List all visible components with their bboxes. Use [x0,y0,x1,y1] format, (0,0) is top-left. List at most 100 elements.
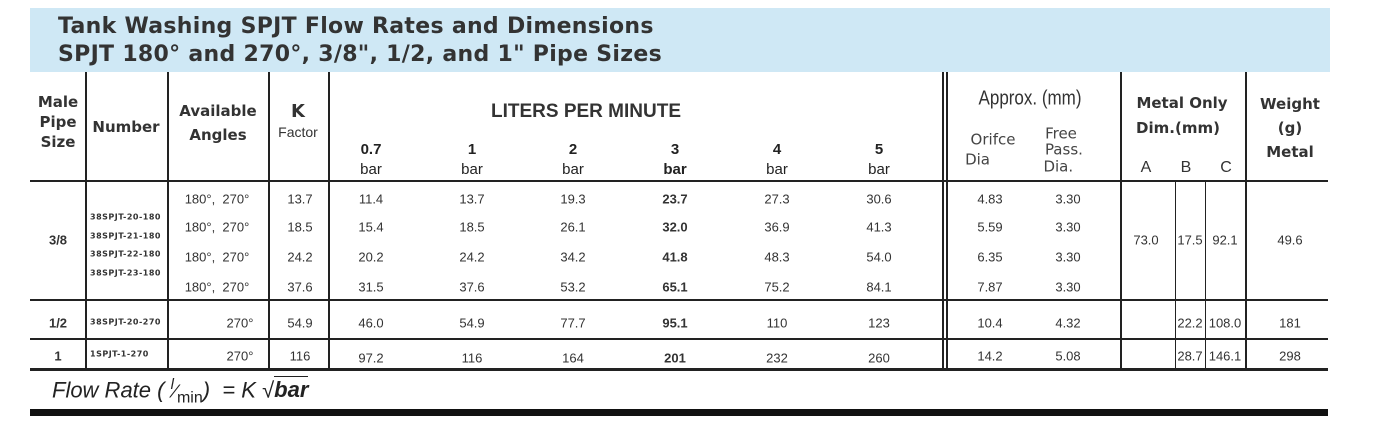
dim-b-cell: 28.7 [1177,348,1203,364]
weight-cell: 49.6 [1277,232,1303,248]
formula-var: bar [274,376,309,403]
column-divider [1120,72,1122,369]
lpm-cell: 32.0 [662,219,688,235]
title-line-1: Tank Washing SPJT Flow Rates and Dimensi… [58,14,654,39]
header-angles: Available [179,102,257,120]
header-pressure: 5 [874,141,884,158]
column-divider [1245,72,1247,369]
header-divider [30,180,1328,182]
lpm-cell: 164 [562,350,584,366]
header-dim: A [1140,159,1152,176]
part-number-cell: 38SPJT-23-180 [90,268,161,278]
header-pipe-size: Pipe [39,113,77,131]
lpm-cell: 116 [461,350,483,366]
k-factor-cell: 37.6 [287,279,313,295]
lpm-cell: 41.3 [866,219,892,235]
formula-prefix: Flow Rate ( [52,377,165,403]
header-number: Number [92,118,160,136]
bottom-rule [30,409,1328,416]
lpm-cell: 77.7 [560,315,586,331]
angles-cell: 270° [226,348,254,364]
row-divider [30,338,1328,340]
lpm-cell: 20.2 [358,249,384,265]
header-pipe-size: Size [40,133,76,151]
angles-cell: 180°, 270° [184,249,250,265]
free-pass-cell: 5.08 [1055,348,1081,364]
k-factor-cell: 24.2 [287,249,313,265]
lpm-cell: 31.5 [358,279,384,295]
column-divider [946,72,948,369]
header-lpm: LITERS PER MINUTE [490,101,682,122]
lpm-cell: 46.0 [358,315,384,331]
header-pressure-unit: bar [360,161,382,178]
header-pressure-unit: bar [868,161,890,178]
k-factor-cell: 54.9 [287,315,313,331]
title-band [30,8,1330,72]
angles-cell: 180°, 270° [184,279,250,295]
header-weight: Weight [1260,95,1320,113]
header-dim: C [1220,159,1232,176]
free-pass-cell: 3.30 [1055,191,1081,207]
title-line-2: SPJT 180° and 270°, 3/8", 1/2, and 1" Pi… [58,42,662,67]
weight-cell: 181 [1279,315,1301,331]
header-dim: B [1180,159,1192,176]
lpm-cell: 23.7 [662,191,688,207]
k-factor-cell: 13.7 [287,191,313,207]
part-number-cell: 38SPJT-20-180 [90,212,161,222]
dim-a-cell: 73.0 [1133,232,1159,248]
header-approx: Approx. (mm) [978,87,1082,110]
header-pressure: 4 [772,141,782,158]
header-pressure: 3 [670,141,680,158]
column-divider [942,72,944,369]
orifice-cell: 14.2 [977,348,1003,364]
lpm-cell: 34.2 [560,249,586,265]
k-factor-cell: 116 [289,348,311,364]
header-k-factor: Factor [278,124,318,140]
column-divider [328,72,330,369]
pipe-size-cell: 1 [54,348,62,364]
lpm-cell: 15.4 [358,219,384,235]
header-free-pass: Free [1045,124,1077,143]
lpm-cell: 54.9 [459,315,485,331]
column-divider [1175,180,1176,369]
formula-suffix: ) = K [202,377,256,403]
flow-rate-formula: Flow Rate ( l⁄min) = K √bar [52,376,309,407]
free-pass-cell: 4.32 [1055,315,1081,331]
formula-unit-num: l [170,376,174,393]
row-divider [30,368,1328,371]
header-pipe-size: Male [37,93,79,111]
header-metal-only: Metal Only [1136,94,1228,112]
sqrt-symbol: √ [262,377,275,403]
header-pressure-unit: bar [766,161,788,178]
header-pressure: 2 [568,141,578,158]
pipe-size-cell: 3/8 [48,232,68,248]
lpm-cell: 110 [766,315,788,331]
lpm-cell: 97.2 [358,350,384,366]
lpm-cell: 11.4 [358,191,384,207]
header-k: K [291,101,305,122]
dim-c-cell: 92.1 [1212,232,1238,248]
angles-cell: 270° [226,315,254,331]
orifice-cell: 10.4 [977,315,1003,331]
pipe-size-cell: 1/2 [48,315,68,331]
dim-b-cell: 22.2 [1177,315,1203,331]
header-orifice: Orifce [970,130,1016,149]
lpm-cell: 54.0 [866,249,892,265]
orifice-cell: 4.83 [977,191,1003,207]
part-number-cell: 38SPJT-21-180 [90,231,161,241]
column-divider [268,72,270,369]
header-metal-dim: Dim.(mm) [1136,119,1220,137]
orifice-cell: 6.35 [977,249,1003,265]
weight-cell: 298 [1279,348,1301,364]
lpm-cell: 27.3 [764,191,790,207]
lpm-cell: 36.9 [764,219,790,235]
header-weight: (g) [1277,119,1303,137]
lpm-cell: 84.1 [866,279,892,295]
lpm-cell: 48.3 [764,249,790,265]
lpm-cell: 37.6 [459,279,485,295]
lpm-cell: 41.8 [662,249,688,265]
dim-b-cell: 17.5 [1177,232,1203,248]
lpm-cell: 75.2 [764,279,790,295]
header-pressure: 0.7 [360,141,382,158]
header-angles: Angles [189,126,247,144]
